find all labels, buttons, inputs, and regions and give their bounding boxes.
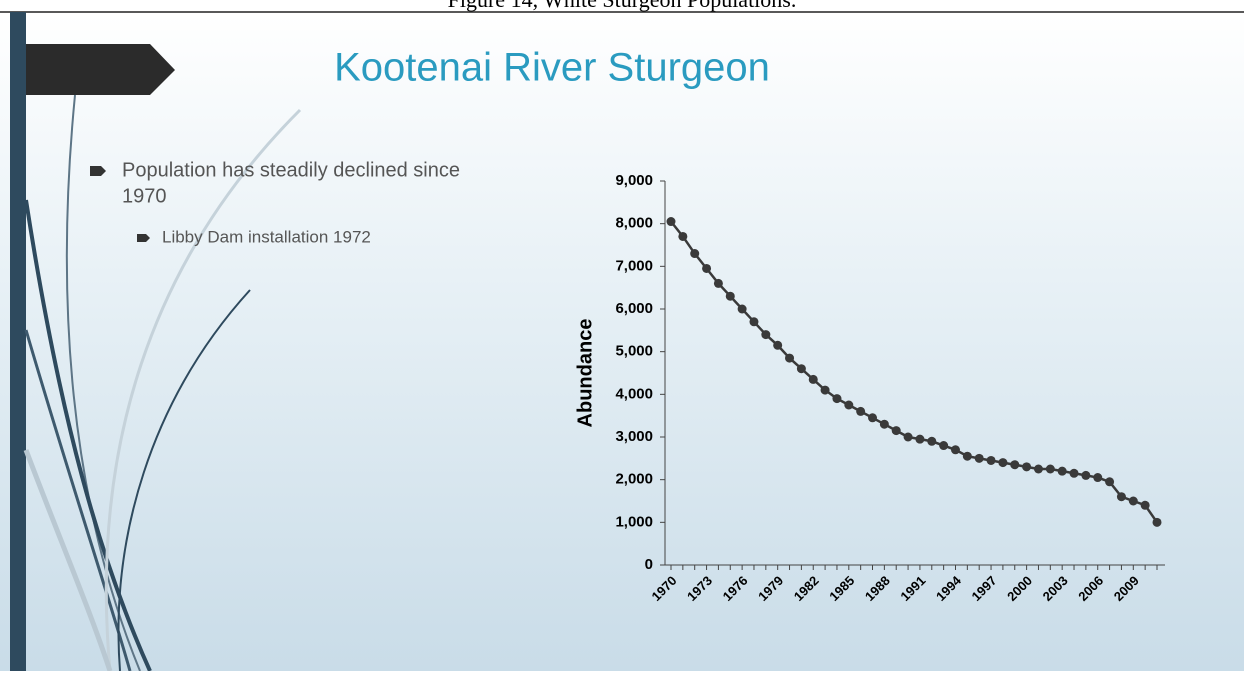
point: [844, 400, 854, 410]
y-tick-label: 5,000: [615, 343, 653, 360]
point: [702, 263, 712, 273]
y-tick-label: 7,000: [615, 257, 653, 274]
point: [808, 374, 818, 384]
sub-bullet-text: Libby Dam installation 1972: [162, 227, 371, 246]
point: [1045, 464, 1055, 474]
point: [690, 249, 700, 259]
y-axis-label: Abundance: [574, 319, 596, 428]
point: [666, 217, 676, 227]
point: [868, 413, 878, 423]
y-tick-label: 8,000: [615, 215, 653, 232]
point: [796, 364, 806, 374]
point: [749, 317, 759, 327]
point: [761, 330, 771, 340]
point: [785, 353, 795, 363]
point: [725, 291, 735, 301]
y-tick-label: 9,000: [615, 172, 653, 189]
y-tick-label: 3,000: [615, 428, 653, 445]
point: [678, 231, 688, 241]
point: [737, 304, 747, 314]
point: [915, 434, 925, 444]
bullet-icon: [137, 234, 150, 242]
point: [891, 426, 901, 436]
point: [1152, 517, 1162, 527]
point: [713, 278, 723, 288]
point: [986, 455, 996, 465]
point: [962, 451, 972, 461]
y-tick-label: 0: [645, 556, 653, 573]
point: [773, 340, 783, 350]
slide-title: Kootenai River Sturgeon: [334, 46, 770, 90]
point: [939, 441, 949, 451]
point: [1116, 492, 1126, 502]
side-bar: [10, 12, 26, 671]
point: [1105, 477, 1115, 487]
y-tick-label: 2,000: [615, 471, 653, 488]
point: [1022, 462, 1032, 472]
point: [974, 453, 984, 463]
point: [820, 385, 830, 395]
point: [1069, 468, 1079, 478]
slide-background: [0, 12, 1244, 671]
bullet-text: Population has steadily declined since: [122, 159, 460, 181]
bullet-text: 1970: [122, 185, 167, 207]
y-tick-label: 1,000: [615, 513, 653, 530]
bullet-icon: [90, 166, 106, 176]
point: [832, 394, 842, 404]
point: [927, 436, 937, 446]
point: [950, 445, 960, 455]
point: [903, 432, 913, 442]
point: [1057, 466, 1067, 476]
title-arrow: [26, 44, 175, 95]
chart: 0 1,000 2,000 3,000 4,000 5,000 6,000 7,000 8,00…: [574, 172, 1165, 604]
point: [879, 419, 889, 429]
point: [1010, 460, 1020, 470]
point: [1140, 500, 1150, 510]
y-tick-label: 6,000: [615, 300, 653, 317]
y-tick-label: 4,000: [615, 385, 653, 402]
point: [856, 406, 866, 416]
point: [1081, 470, 1091, 480]
point: [1093, 473, 1103, 483]
point: [998, 458, 1008, 468]
point: [1128, 496, 1138, 506]
caption: Figure 14, White Sturgeon Populations.: [448, 0, 797, 12]
decorative-curves: [23, 94, 302, 672]
point: [1033, 464, 1043, 474]
